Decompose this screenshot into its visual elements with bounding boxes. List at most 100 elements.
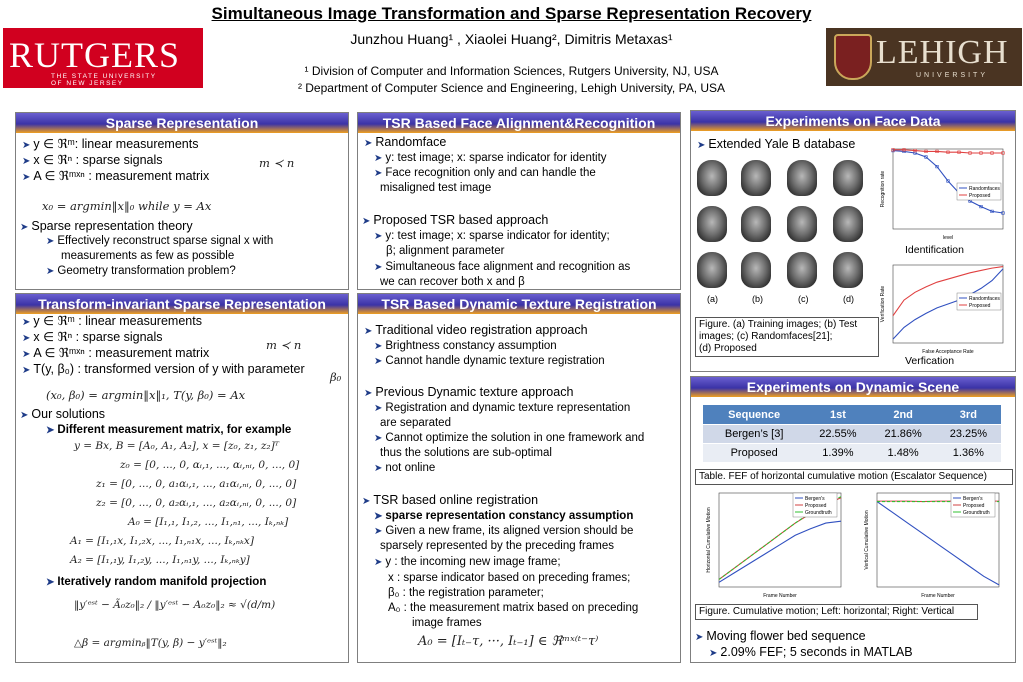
panel-heading: TSR Based Face Alignment&Recognition: [358, 113, 680, 133]
bullet-item: ➤ T(y, β₀) : transformed version of y wit…: [22, 362, 305, 376]
sub-bullet-item: ➤ Registration and dynamic texture repres…: [374, 402, 631, 414]
sparse-representation-panel: Sparse Representation ➤ y ∈ ℜᵐ: linear me…: [15, 112, 349, 290]
series-line: [718, 520, 842, 583]
math-expression: β₀: [330, 370, 342, 384]
sub-bullet-item: ➤ y: test image; x: sparse indicator for …: [374, 230, 610, 242]
sub-bullet-item: ➤ Cannot optimize the solution in one fra…: [374, 432, 645, 444]
lehigh-logo-subtext: UNIVERSITY: [916, 72, 989, 79]
face-image: [833, 206, 863, 242]
affiliation-1: ¹ Division of Computer and Information S…: [304, 64, 719, 78]
sub-bullet-item: ➤ Given a new frame, its aligned version …: [374, 525, 634, 537]
data-point: [990, 151, 994, 155]
table-header-row: Sequence 1st 2nd 3rd: [703, 405, 1001, 425]
bullet-item: ➤ Previous Dynamic texture approach: [364, 385, 574, 399]
table-cell: 1.48%: [870, 443, 936, 462]
bullet-item: ➤ Randomface: [364, 135, 447, 149]
legend-entry: Bergen's: [963, 496, 983, 502]
table-row: Bergen’s [3] 22.55% 21.86% 23.25%: [703, 424, 1001, 444]
rutgers-logo-text: RUTGERS: [9, 35, 181, 75]
face-image: [787, 160, 817, 196]
face-image: [787, 206, 817, 242]
table-header: 3rd: [935, 405, 1001, 425]
horizontal-motion-chart: Horizontal Cumulative Motion Frame Number…: [706, 492, 842, 599]
legend-entry: Bergen's: [805, 496, 825, 502]
bullet-item: ➤ Proposed TSR based approach: [362, 213, 549, 227]
panel-heading: TSR Based Dynamic Texture Registration: [358, 294, 680, 314]
bullet-item: ➤ TSR based online registration: [362, 493, 539, 507]
sub-bullet-item: ➤ Different measurement matrix, for examp…: [46, 424, 292, 436]
face-image: [697, 160, 727, 196]
sub-bullet-item: ➤ Face recognition only and can handle th…: [374, 167, 596, 179]
bullet-item: ➤ A ∈ ℜᵐˣⁿ : measurement matrix: [22, 346, 210, 360]
data-point: [935, 164, 939, 169]
y-axis-label: Horizontal Cumulative Motion: [706, 507, 712, 573]
series-line: [892, 268, 1004, 340]
lehigh-seal-icon: [834, 34, 872, 80]
data-point: [946, 150, 950, 154]
legend-entry: Randomfaces: [969, 296, 1000, 302]
series-line: [892, 266, 1004, 317]
data-point: [979, 204, 983, 209]
grid-column-label: (b): [752, 294, 763, 304]
sub-bullet-item: ➤ Effectively reconstruct sparse signal x…: [46, 235, 274, 247]
lehigh-logo-text: LEHIGH: [876, 34, 1009, 71]
table-cell: Proposed: [703, 443, 806, 462]
sub-bullet-item: ➤ y: test image; x: sparse indicator for …: [374, 152, 607, 164]
table-cell: 21.86%: [870, 424, 936, 444]
y-axis-label: Recognition rate: [880, 171, 886, 208]
face-image: [741, 206, 771, 242]
legend-entry: Groundtruth: [963, 510, 990, 516]
data-point: [891, 148, 895, 152]
x-axis-label: Frame Number: [763, 593, 797, 599]
sub-bullet-cont: sparsely represented by the preceding fr…: [380, 540, 614, 552]
bullet-item: ➤ Moving flower bed sequence: [695, 629, 866, 643]
face-experiments-panel: Experiments on Face Data ➤ Extended Yale …: [690, 110, 1016, 372]
legend-entry: Proposed: [969, 193, 991, 199]
bullet-item: ➤ Extended Yale B database: [697, 137, 856, 151]
table-cell: Bergen’s [3]: [703, 424, 806, 444]
sub-bullet-cont: measurements as few as possible: [61, 250, 235, 262]
rutgers-logo: RUTGERS THE STATE UNIVERSITY OF NEW JERSE…: [3, 28, 203, 88]
math-equation: A₂ = [I₁,₁y, I₁,₂y, ..., I₁,ₙ₁y, ..., Iₖ…: [70, 554, 250, 566]
panel-heading: Experiments on Face Data: [691, 111, 1015, 131]
sub-bullet-cont: we can recover both x and β: [380, 276, 525, 288]
sub-bullet-cont: are separated: [380, 417, 451, 429]
data-point: [924, 149, 928, 153]
x-axis-label: level: [943, 235, 953, 241]
math-equation: △β = argminᵦ‖T(y, β) − y′ᵉˢᵗ‖₂: [74, 637, 227, 649]
bullet-item: ➤ A ∈ ℜᵐˣⁿ : measurement matrix: [22, 169, 210, 183]
bullet-item: ➤ Our solutions: [20, 407, 106, 421]
data-point: [1001, 211, 1005, 215]
variable-line: x : sparse indicator based on preceding …: [388, 572, 631, 584]
legend-entry: Randomfaces: [969, 186, 1000, 192]
y-axis-label: Vertical Cumulative Motion: [864, 510, 870, 569]
y-axis-label: Verification Rate: [880, 286, 886, 323]
sub-bullet-item: ➤ Brightness constancy assumption: [374, 340, 557, 352]
face-image: [697, 206, 727, 242]
data-point: [1001, 151, 1005, 155]
series-line: [876, 501, 1000, 586]
data-point: [957, 150, 961, 154]
legend-box: [956, 292, 1002, 311]
variable-line: image frames: [412, 617, 482, 629]
legend-entry: Proposed: [969, 303, 991, 309]
series-line: [893, 149, 1003, 154]
table-header: 2nd: [870, 405, 936, 425]
sub-bullet-cont: misaligned test image: [380, 182, 492, 194]
math-equation: z₀ = [0, ..., 0, αᵢ,₁, ..., αᵢ,ₙᵢ, 0, ..…: [120, 459, 300, 471]
legend-box: [956, 182, 1002, 201]
tsr-dynamic-panel: TSR Based Dynamic Texture Registration ➤…: [357, 293, 681, 663]
table-row: Proposed 1.39% 1.48% 1.36%: [703, 443, 1001, 462]
bullet-item: ➤ x ∈ ℜⁿ : sparse signals: [22, 330, 163, 344]
data-point: [935, 149, 939, 153]
chart-label: Verfication: [905, 355, 955, 367]
chart-label: Identification: [905, 244, 964, 256]
math-equation: y = Bx, B = [A₀, A₁, A₂], x = [z₀, z₁, z…: [74, 440, 280, 452]
legend-entry: Proposed: [963, 503, 985, 509]
table-header: Sequence: [703, 405, 806, 425]
legend-entry: Groundtruth: [805, 510, 832, 516]
grid-column-label: (a): [707, 294, 718, 304]
data-point: [924, 155, 928, 159]
table-cell: 23.25%: [935, 424, 1001, 444]
